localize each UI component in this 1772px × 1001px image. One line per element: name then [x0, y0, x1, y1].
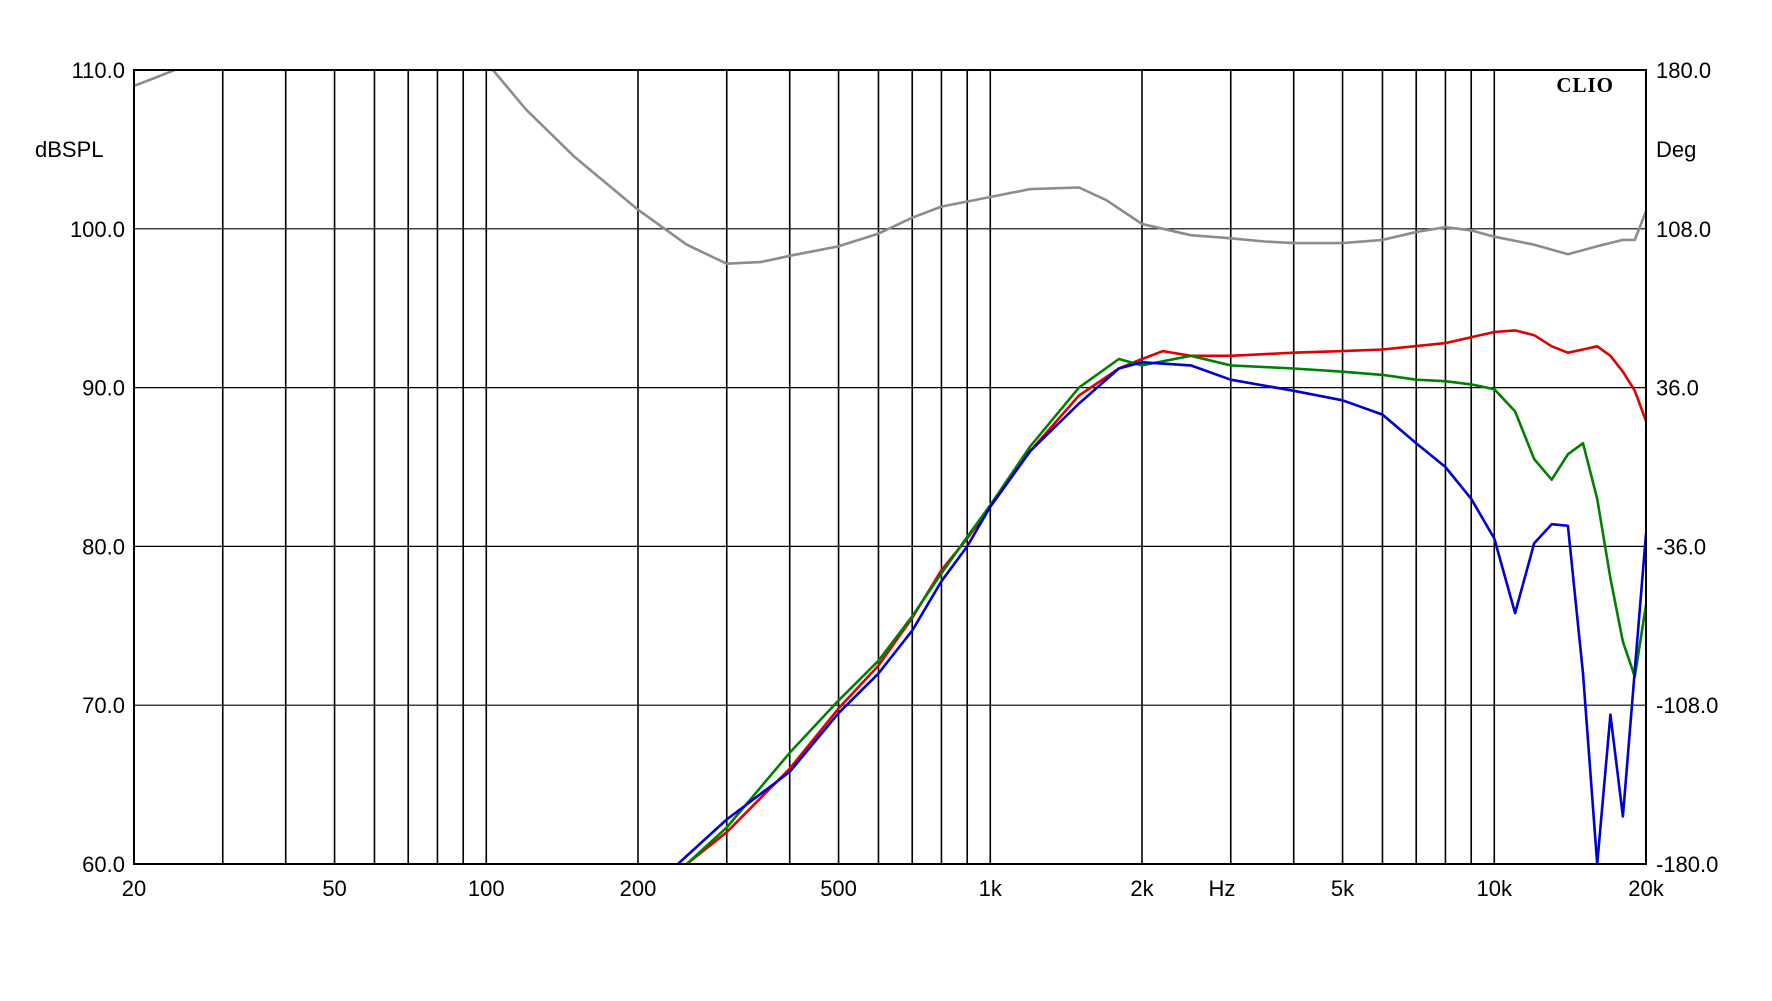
y2-tick-label: 36.0 — [1656, 376, 1699, 401]
y2-tick-label: -108.0 — [1656, 693, 1718, 718]
x-axis-ticks: 20 50 100 200 500 1k 2k 5k 10k 20k — [122, 876, 1665, 901]
right-axis-ticks: 180.0 108.0 36.0 -36.0 -108.0 -180.0 — [1656, 58, 1718, 877]
x-tick-label: 20 — [122, 876, 146, 901]
y2-tick-label: -180.0 — [1656, 852, 1718, 877]
response-curves — [134, 70, 1646, 864]
response-curve-2 — [685, 329, 1646, 864]
response-curve-3 — [685, 354, 1646, 864]
x-tick-label: 2k — [1130, 876, 1154, 901]
horizontal-gridlines — [134, 69, 1646, 865]
x-tick-label: 500 — [820, 876, 857, 901]
brand-logo: CLIO — [1556, 73, 1614, 97]
vertical-gridlines — [133, 70, 1647, 864]
y-tick-label: 110.0 — [72, 58, 125, 83]
x-axis-label: Hz — [1209, 876, 1236, 901]
y2-tick-label: 180.0 — [1656, 58, 1711, 83]
x-tick-label: 10k — [1477, 876, 1513, 901]
y-tick-label: 80.0 — [82, 534, 125, 559]
x-tick-label: 1k — [979, 876, 1003, 901]
y2-tick-label: -36.0 — [1656, 534, 1706, 559]
x-tick-label: 50 — [322, 876, 346, 901]
x-tick-label: 200 — [620, 876, 657, 901]
y-axis-label: dBSPL — [35, 137, 104, 162]
plot-frame — [133, 69, 1647, 865]
response-curve-1 — [134, 70, 1646, 266]
y2-tick-label: 108.0 — [1656, 217, 1711, 242]
y-tick-label: 60.0 — [82, 852, 125, 877]
y2-axis-label: Deg — [1656, 137, 1696, 162]
x-tick-label: 100 — [468, 876, 505, 901]
y-tick-label: 100.0 — [70, 217, 125, 242]
response-curve-4 — [676, 360, 1646, 864]
x-tick-label: 5k — [1331, 876, 1355, 901]
left-axis-ticks: 110.0 100.0 90.0 80.0 70.0 60.0 — [70, 58, 125, 877]
y-tick-label: 70.0 — [82, 693, 125, 718]
y-tick-label: 90.0 — [82, 376, 125, 401]
x-tick-label: 20k — [1628, 876, 1664, 901]
